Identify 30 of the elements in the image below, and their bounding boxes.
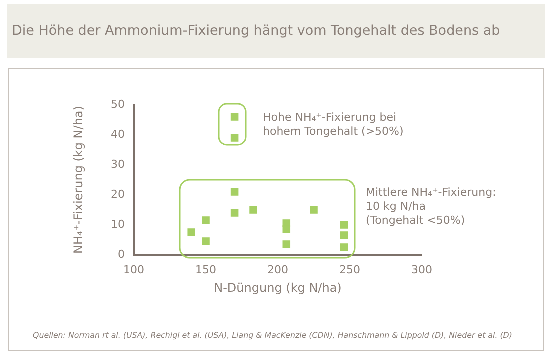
point xyxy=(230,134,239,142)
point xyxy=(250,206,258,214)
point xyxy=(340,232,348,240)
x-tick-label: 100 xyxy=(124,263,144,276)
x-tick-label: 200 xyxy=(268,263,288,276)
point xyxy=(202,238,210,246)
point xyxy=(230,209,239,217)
x-tick-label: 250 xyxy=(340,263,360,276)
y-tick-label: 50 xyxy=(111,98,125,111)
x-axis-title: N-Düngung (kg N/ha) xyxy=(214,280,342,295)
point xyxy=(230,188,239,196)
x-tick-label: 300 xyxy=(412,263,432,276)
y-tick-label: 10 xyxy=(111,218,125,231)
annotation: Mittlere NH₄⁺-Fixierung: 10 kg N/ha (Tongehalt <50%) xyxy=(366,186,496,228)
y-tick-label: 0 xyxy=(118,248,125,261)
chart-title: Die Höhe der Ammonium-Fixierung hängt vom Tongehalt des Bodens ab xyxy=(12,23,500,39)
y-tick-label: 20 xyxy=(111,188,125,201)
point xyxy=(202,216,210,224)
point xyxy=(230,113,239,121)
point xyxy=(340,221,348,229)
annotation: Hohe NH₄⁺-Fixierung bei hohem Tongehalt (>50%) xyxy=(263,111,404,139)
point xyxy=(340,244,348,252)
y-axis-title: NH₄⁺-Fixierung (kg N/ha) xyxy=(71,106,86,254)
point xyxy=(282,226,291,234)
point xyxy=(310,206,318,214)
point xyxy=(282,240,291,248)
x-tick-label: 150 xyxy=(196,263,216,276)
y-tick-label: 30 xyxy=(111,158,125,171)
point xyxy=(188,228,196,236)
y-tick-label: 40 xyxy=(111,128,125,141)
